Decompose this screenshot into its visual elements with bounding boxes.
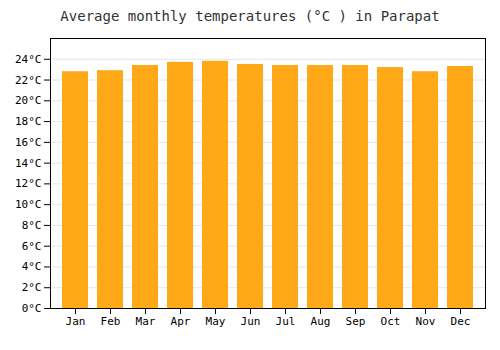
svg-text:Feb: Feb	[101, 315, 121, 328]
svg-text:May: May	[206, 315, 226, 328]
svg-text:Oct: Oct	[381, 315, 401, 328]
svg-text:Jul: Jul	[276, 315, 296, 328]
svg-text:Aug: Aug	[311, 315, 331, 328]
svg-text:16°C: 16°C	[15, 136, 42, 149]
svg-text:Jan: Jan	[66, 315, 86, 328]
svg-text:14°C: 14°C	[15, 157, 42, 170]
svg-text:Nov: Nov	[416, 315, 436, 328]
svg-text:2°C: 2°C	[22, 281, 42, 294]
svg-text:10°C: 10°C	[15, 198, 42, 211]
svg-text:18°C: 18°C	[15, 115, 42, 128]
svg-text:0°C: 0°C	[22, 302, 42, 315]
svg-text:Mar: Mar	[136, 315, 156, 328]
svg-text:Jun: Jun	[241, 315, 261, 328]
html-text:Average monthly temperatures (: Average monthly temperatures (°C ) in Pa…	[60, 8, 440, 24]
svg-text:Dec: Dec	[451, 315, 471, 328]
svg-text:22°C: 22°C	[15, 74, 42, 87]
svg-text:8°C: 8°C	[22, 219, 42, 232]
svg-text:Sep: Sep	[346, 315, 366, 328]
svg-text:4°C: 4°C	[22, 260, 42, 273]
svg-text:24°C: 24°C	[15, 53, 42, 66]
svg-text:12°C: 12°C	[15, 177, 42, 190]
svg-text:Apr: Apr	[171, 315, 191, 328]
svg-text:20°C: 20°C	[15, 94, 42, 107]
svg-text:6°C: 6°C	[22, 240, 42, 253]
